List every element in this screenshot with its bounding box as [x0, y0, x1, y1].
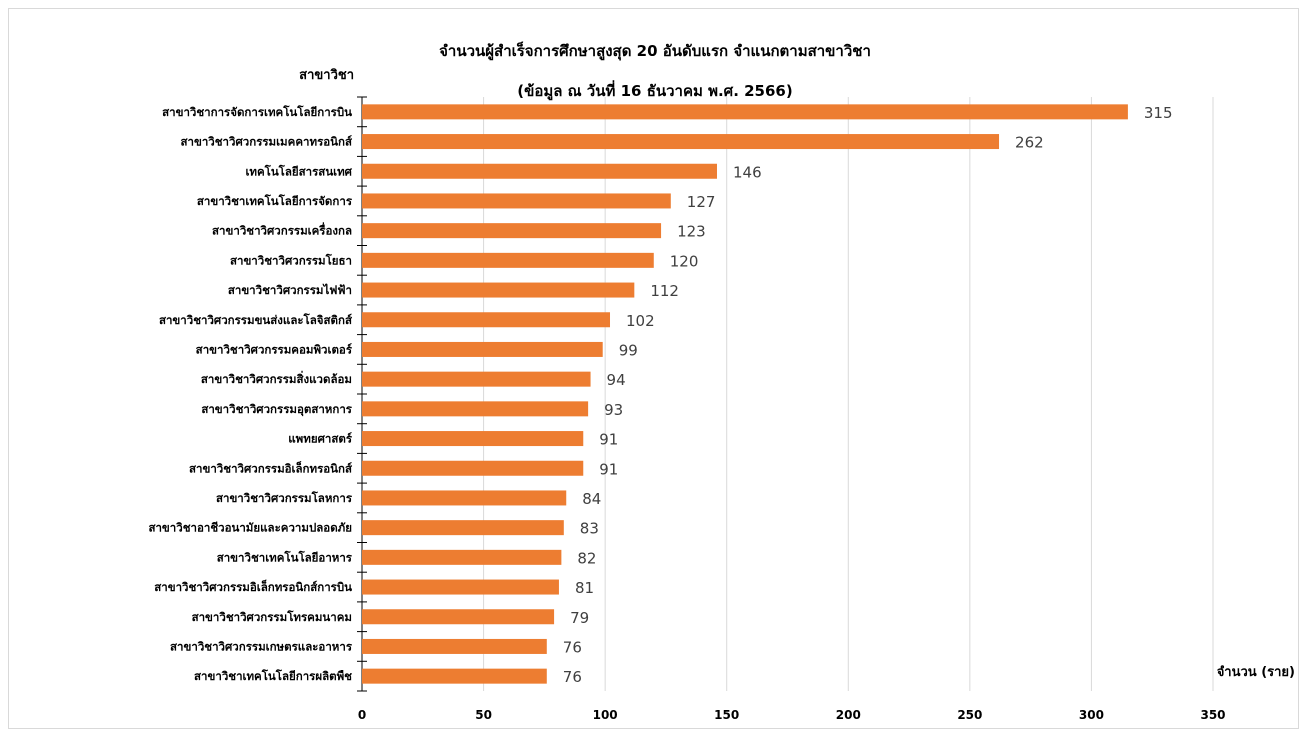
bar — [362, 609, 555, 625]
category-label: สาขาวิชาการจัดการเทคโนโลยีการบิน — [162, 104, 352, 119]
category-label: สาขาวิชาเทคโนโลยีการจัดการ — [197, 193, 353, 208]
data-label: 91 — [599, 431, 618, 449]
bar — [362, 520, 564, 536]
bar — [362, 401, 589, 417]
category-label: สาขาวิชาวิศวกรรมไฟฟ้า — [228, 283, 352, 297]
x-tick-label: 250 — [957, 708, 982, 722]
bar — [362, 579, 559, 595]
data-label: 76 — [563, 668, 582, 686]
data-label: 99 — [619, 341, 638, 359]
bar — [362, 282, 635, 298]
category-label: สาขาวิชาเทคโนโลยีอาหาร — [217, 549, 353, 564]
bar-chart: 0 50 100 150 200 250 300 350 สาขาวิชาการจัดการเท… — [148, 41, 1295, 722]
x-tick-label: 0 — [358, 708, 366, 722]
category-label: สาขาวิชาวิศวกรรมเมคคาทรอนิกส์ — [181, 135, 353, 149]
bar — [362, 104, 1128, 120]
data-label: 76 — [563, 638, 582, 656]
category-label: เทคโนโลยีสารสนเทศ — [245, 163, 352, 178]
gridlines — [483, 97, 1214, 691]
x-tick-label: 200 — [836, 708, 861, 722]
x-tick-label: 150 — [714, 708, 739, 722]
bar — [362, 341, 603, 357]
chart-frame: 0 50 100 150 200 250 300 350 สาขาวิชาการจัดการเท… — [8, 8, 1299, 729]
bar — [362, 312, 611, 328]
x-tick-label: 300 — [1079, 708, 1104, 722]
data-label: 315 — [1144, 104, 1173, 122]
category-label: สาขาวิชาวิศวกรรมอิเล็กทรอนิกส์การบิน — [154, 579, 352, 594]
chart-subtitle: (ข้อมูล ณ วันที่ 16 ธันวาคม พ.ศ. 2566) — [517, 80, 792, 101]
bar — [362, 252, 654, 268]
y-axis-title: สาขาวิชา — [299, 68, 354, 83]
data-label: 123 — [677, 223, 706, 241]
bar — [362, 163, 717, 179]
category-label: สาขาวิชาอาชีวอนามัยและความปลอดภัย — [148, 521, 352, 535]
x-tick-label: 350 — [1200, 708, 1225, 722]
bar — [362, 668, 547, 684]
category-label: สาขาวิชาวิศวกรรมเกษตรและอาหาร — [170, 639, 353, 653]
bar — [362, 193, 671, 209]
category-label: สาขาวิชาวิศวกรรมขนส่งและโลจิสติกส์ — [159, 312, 353, 327]
category-label: สาขาวิชาวิศวกรรมอุตสาหการ — [201, 402, 352, 417]
category-label: สาขาวิชาวิศวกรรมโลหการ — [216, 490, 353, 505]
bar — [362, 549, 562, 565]
data-label: 112 — [650, 282, 679, 300]
data-label: 82 — [577, 549, 596, 567]
bars — [362, 104, 1128, 684]
category-label: สาขาวิชาวิศวกรรมสิ่งแวดล้อม — [201, 370, 352, 386]
category-label: สาขาวิชาวิศวกรรมโทรคมนาคม — [192, 609, 352, 624]
category-label: แพทยศาสตร์ — [288, 432, 353, 446]
bar — [362, 431, 584, 447]
x-tick-label: 50 — [475, 708, 492, 722]
bar — [362, 134, 1000, 150]
data-label: 102 — [626, 312, 655, 330]
data-label: 83 — [580, 520, 599, 538]
category-label: สาขาวิชาวิศวกรรมเครื่องกล — [212, 222, 352, 238]
chart-title: จำนวนผู้สำเร็จการศึกษาสูงสุด 20 อันดับแร… — [439, 41, 871, 61]
x-tick-label: 100 — [593, 708, 618, 722]
data-label: 127 — [687, 193, 716, 211]
bar — [362, 460, 584, 476]
data-label: 91 — [599, 460, 618, 478]
category-label: สาขาวิชาวิศวกรรมคอมพิวเตอร์ — [196, 342, 353, 356]
bar — [362, 490, 567, 506]
data-label: 262 — [1015, 134, 1044, 152]
axes — [357, 96, 367, 692]
data-label: 146 — [733, 163, 762, 181]
category-label: สาขาวิชาเทคโนโลยีการผลิตพืช — [194, 668, 352, 683]
x-axis-title: จำนวน (ราย) — [1217, 664, 1295, 680]
data-label: 79 — [570, 609, 589, 627]
data-label: 94 — [607, 371, 626, 389]
data-label: 84 — [582, 490, 601, 508]
bar — [362, 638, 547, 654]
bar — [362, 223, 662, 239]
data-label: 93 — [604, 401, 623, 419]
data-label: 81 — [575, 579, 594, 597]
category-label: สาขาวิชาวิศวกรรมโยธา — [230, 252, 352, 267]
category-label: สาขาวิชาวิศวกรรมอิเล็กทรอนิกส์ — [189, 460, 353, 475]
labels: 0 50 100 150 200 250 300 350 สาขาวิชาการจัดการเท… — [148, 104, 1225, 722]
data-label: 120 — [670, 252, 699, 270]
bar — [362, 371, 591, 387]
